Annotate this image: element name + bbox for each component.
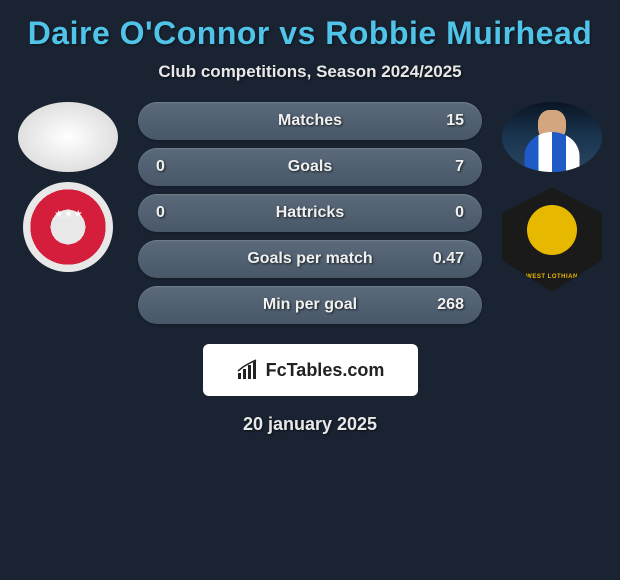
player-photo-left (18, 102, 118, 172)
bar-chart-icon (236, 359, 260, 381)
stat-row-hattricks: 0 Hattricks 0 (138, 194, 482, 232)
stat-right-value: 268 (424, 296, 464, 314)
stat-label: Goals per match (247, 250, 372, 268)
stat-row-matches: Matches 15 (138, 102, 482, 140)
stat-label: Hattricks (276, 204, 344, 222)
right-player-column (492, 102, 612, 292)
club-badge-left (23, 182, 113, 272)
brand-box: FcTables.com (203, 344, 418, 396)
stat-left-value: 0 (156, 158, 196, 176)
stat-right-value: 0 (424, 204, 464, 222)
stat-row-min-per-goal: Min per goal 268 (138, 286, 482, 324)
date-label: 20 january 2025 (0, 414, 620, 435)
stat-label: Matches (278, 112, 342, 130)
comparison-row: Matches 15 0 Goals 7 0 Hattricks 0 Goals… (0, 102, 620, 332)
stat-left-value: 0 (156, 204, 196, 222)
stat-row-goals: 0 Goals 7 (138, 148, 482, 186)
stat-right-value: 15 (424, 112, 464, 130)
stat-label: Goals (288, 158, 332, 176)
player-photo-right (502, 102, 602, 172)
stat-right-value: 7 (424, 158, 464, 176)
stat-right-value: 0.47 (424, 250, 464, 268)
infographic-root: Daire O'Connor vs Robbie Muirhead Club c… (0, 0, 620, 445)
stats-list: Matches 15 0 Goals 7 0 Hattricks 0 Goals… (128, 102, 492, 332)
stat-row-goals-per-match: Goals per match 0.47 (138, 240, 482, 278)
left-player-column (8, 102, 128, 272)
brand-label: FcTables.com (266, 360, 385, 381)
page-title: Daire O'Connor vs Robbie Muirhead (0, 15, 620, 52)
subtitle: Club competitions, Season 2024/2025 (0, 62, 620, 82)
stat-label: Min per goal (263, 296, 357, 314)
club-badge-right (502, 187, 602, 292)
